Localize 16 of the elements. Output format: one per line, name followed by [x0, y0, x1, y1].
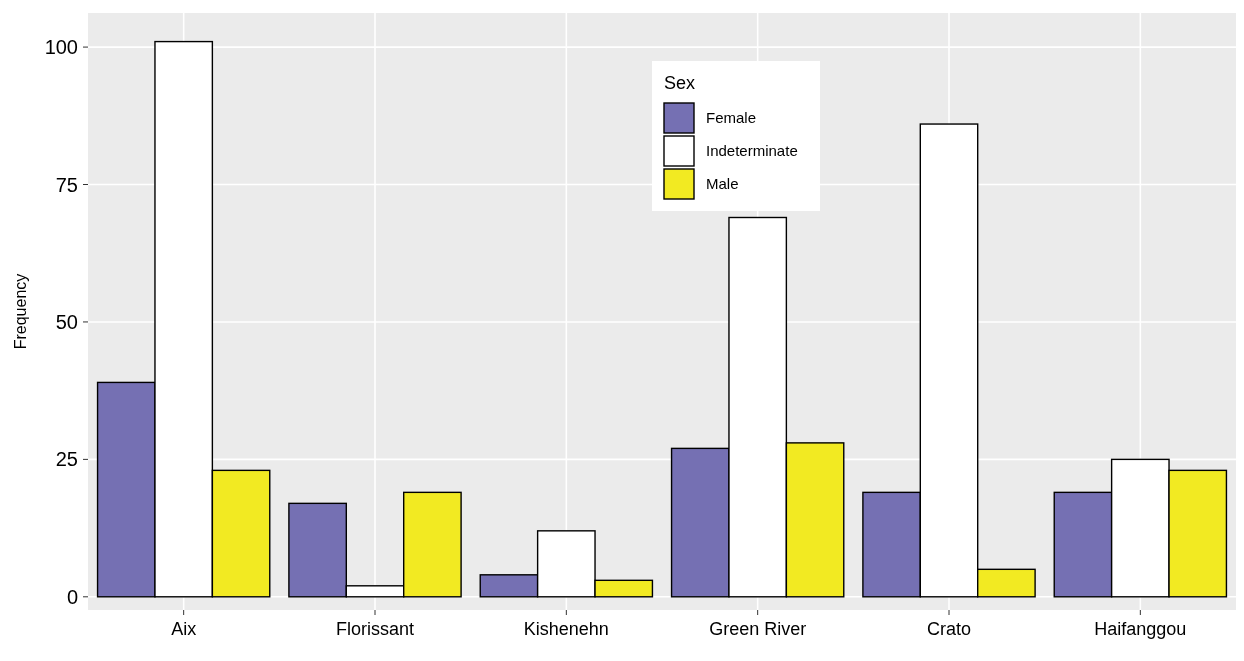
y-tick-label: 50: [55, 310, 78, 333]
y-tick-label: 75: [55, 173, 78, 196]
x-tick-label: Florissant: [335, 619, 415, 639]
legend-label: Indeterminate: [706, 142, 798, 160]
x-tick-label: Crato: [926, 619, 972, 639]
legend-label: Male: [706, 175, 739, 193]
x-tick-label: Haifanggou: [1094, 619, 1187, 639]
y-tick-label: 25: [55, 448, 78, 471]
legend-label: Female: [706, 109, 757, 127]
x-tick-label: Green River: [709, 619, 807, 639]
legend-title: Sex: [664, 73, 696, 93]
x-tick-label: Kishenehn: [523, 619, 609, 639]
y-axis-title: Frequency: [12, 273, 29, 350]
y-tick-label: 100: [44, 36, 78, 59]
x-tick-label: Aix: [171, 619, 197, 639]
y-tick-label: 0: [66, 585, 78, 608]
